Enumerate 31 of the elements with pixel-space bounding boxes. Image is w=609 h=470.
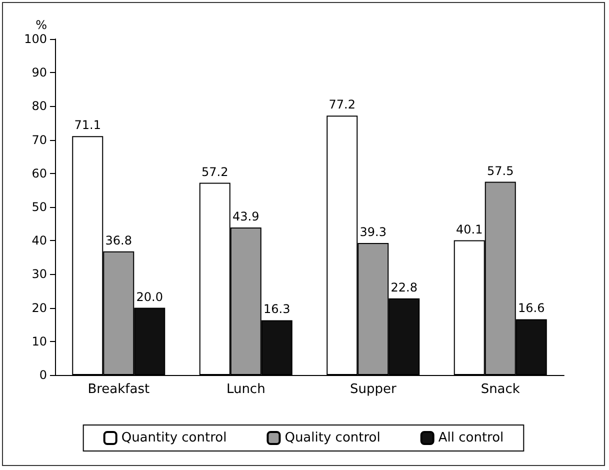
- data-label: 39.3: [360, 224, 386, 239]
- y-tick-label: 50: [32, 200, 47, 214]
- x-tick-label: Snack: [480, 382, 520, 397]
- x-tick-label: Lunch: [226, 382, 266, 397]
- data-label: 57.5: [487, 164, 514, 178]
- x-tick-label: Supper: [350, 382, 397, 397]
- y-tick-label: 90: [32, 66, 47, 80]
- y-tick-label: 30: [32, 267, 47, 282]
- data-label: 36.8: [105, 233, 132, 248]
- data-label: 77.2: [328, 98, 356, 112]
- data-label: 22.8: [390, 280, 418, 294]
- legend-label: All control: [438, 430, 504, 446]
- y-tick-label: 40: [32, 234, 47, 248]
- y-axis-title: %: [36, 18, 47, 32]
- y-tick-label: 70: [32, 132, 47, 147]
- y-tick-label: 10: [32, 334, 47, 348]
- data-label: 57.2: [202, 164, 228, 179]
- data-label: 71.1: [74, 118, 101, 132]
- y-tick-label: 20: [32, 300, 47, 315]
- y-tick-label: 0: [39, 368, 47, 382]
- legend-label: Quantity control: [121, 430, 227, 446]
- y-tick-label: 60: [32, 166, 47, 180]
- x-tick-label: Breakfast: [88, 382, 150, 397]
- data-label: 16.3: [264, 302, 290, 316]
- legend-label: Quality control: [284, 430, 380, 446]
- data-label: 40.1: [456, 222, 483, 236]
- data-label: 16.6: [518, 301, 545, 316]
- data-label: 20.0: [136, 290, 163, 304]
- y-tick-label: 80: [32, 99, 47, 114]
- y-tick-label: 100: [24, 32, 47, 46]
- data-label: 43.9: [232, 209, 260, 224]
